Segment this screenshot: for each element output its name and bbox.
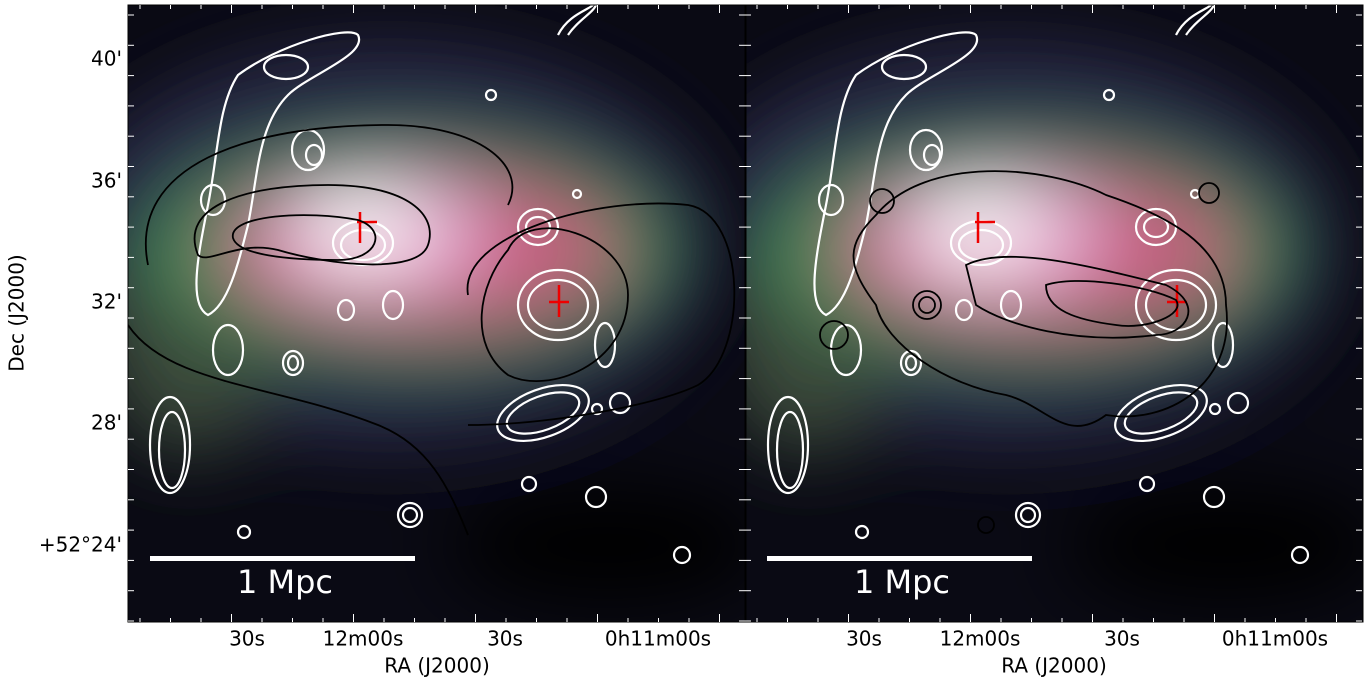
- y-tick-label: 28': [91, 411, 122, 435]
- y-tick-label: 36': [91, 169, 122, 193]
- x-tick-label: 30s: [487, 627, 523, 651]
- x-tick-label: 12m00s: [323, 627, 404, 651]
- y-tick-label: 40': [91, 47, 122, 71]
- x-axis-title: RA (J2000): [1001, 654, 1107, 678]
- x-axis-title: RA (J2000): [384, 654, 490, 678]
- y-axis-title: Dec (J2000): [5, 254, 29, 371]
- y-tick-label: +52°24': [39, 533, 122, 557]
- x-tick-label: 30s: [229, 627, 265, 651]
- panel-frame: [745, 4, 1364, 623]
- x-tick-label: 30s: [846, 627, 882, 651]
- scale-bar: [767, 556, 1032, 561]
- x-tick-label: 0h11m00s: [1222, 627, 1328, 651]
- x-tick-label: 12m00s: [940, 627, 1021, 651]
- panel-frame: [127, 4, 746, 623]
- scale-bar-label: 1 Mpc: [854, 563, 950, 601]
- x-tick-label: 0h11m00s: [605, 627, 711, 651]
- y-tick-label: 32': [91, 290, 122, 314]
- x-tick-label: 30s: [1104, 627, 1140, 651]
- scale-bar: [150, 556, 415, 561]
- scale-bar-label: 1 Mpc: [237, 563, 333, 601]
